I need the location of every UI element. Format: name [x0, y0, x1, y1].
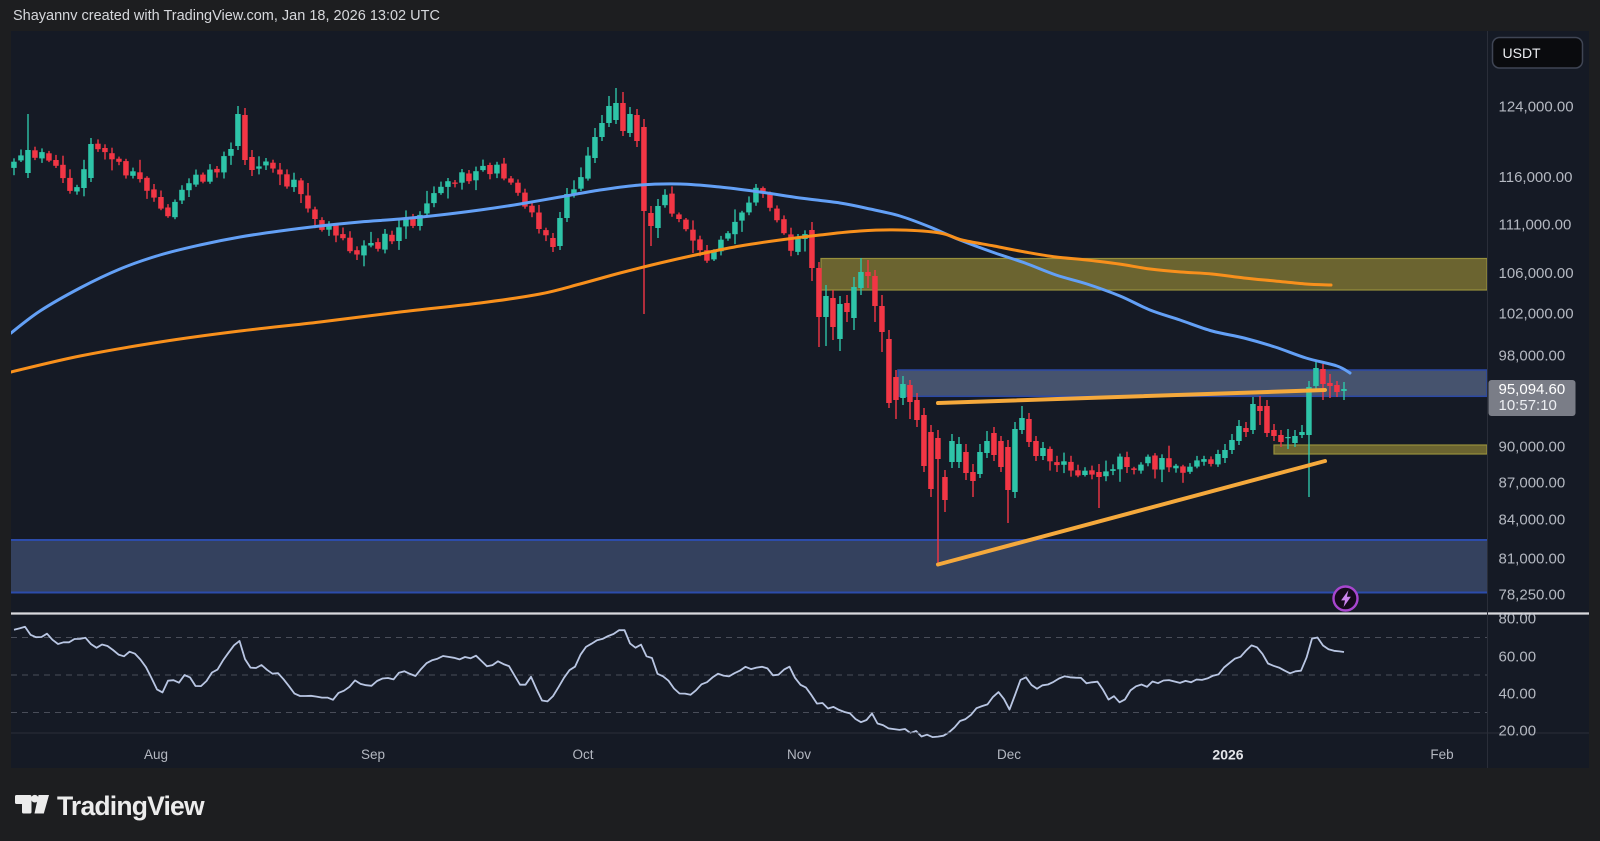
svg-text:20.00: 20.00 — [1499, 723, 1537, 740]
svg-text:Oct: Oct — [572, 747, 593, 762]
svg-text:81,000.00: 81,000.00 — [1499, 551, 1566, 568]
svg-text:10:57:10: 10:57:10 — [1499, 397, 1557, 414]
svg-text:Aug: Aug — [144, 747, 168, 762]
svg-text:2026: 2026 — [1212, 747, 1243, 763]
svg-text:Sep: Sep — [361, 747, 385, 762]
svg-text:USDT: USDT — [1503, 45, 1542, 61]
svg-text:40.00: 40.00 — [1499, 686, 1537, 703]
svg-text:111,000.00: 111,000.00 — [1499, 217, 1572, 234]
svg-text:98,000.00: 98,000.00 — [1499, 348, 1566, 365]
svg-text:116,000.00: 116,000.00 — [1499, 169, 1573, 186]
svg-text:124,000.00: 124,000.00 — [1499, 99, 1574, 116]
svg-text:95,094.60: 95,094.60 — [1499, 381, 1566, 398]
svg-text:87,000.00: 87,000.00 — [1499, 475, 1566, 492]
svg-text:84,000.00: 84,000.00 — [1499, 512, 1566, 529]
svg-text:60.00: 60.00 — [1499, 649, 1537, 666]
svg-text:80.00: 80.00 — [1499, 611, 1537, 628]
svg-text:106,000.00: 106,000.00 — [1499, 265, 1574, 282]
svg-text:Feb: Feb — [1430, 747, 1453, 762]
svg-text:Nov: Nov — [787, 747, 811, 762]
svg-text:78,250.00: 78,250.00 — [1499, 587, 1566, 604]
svg-text:Dec: Dec — [997, 747, 1021, 762]
svg-text:102,000.00: 102,000.00 — [1499, 306, 1574, 323]
svg-text:90,000.00: 90,000.00 — [1499, 439, 1566, 456]
